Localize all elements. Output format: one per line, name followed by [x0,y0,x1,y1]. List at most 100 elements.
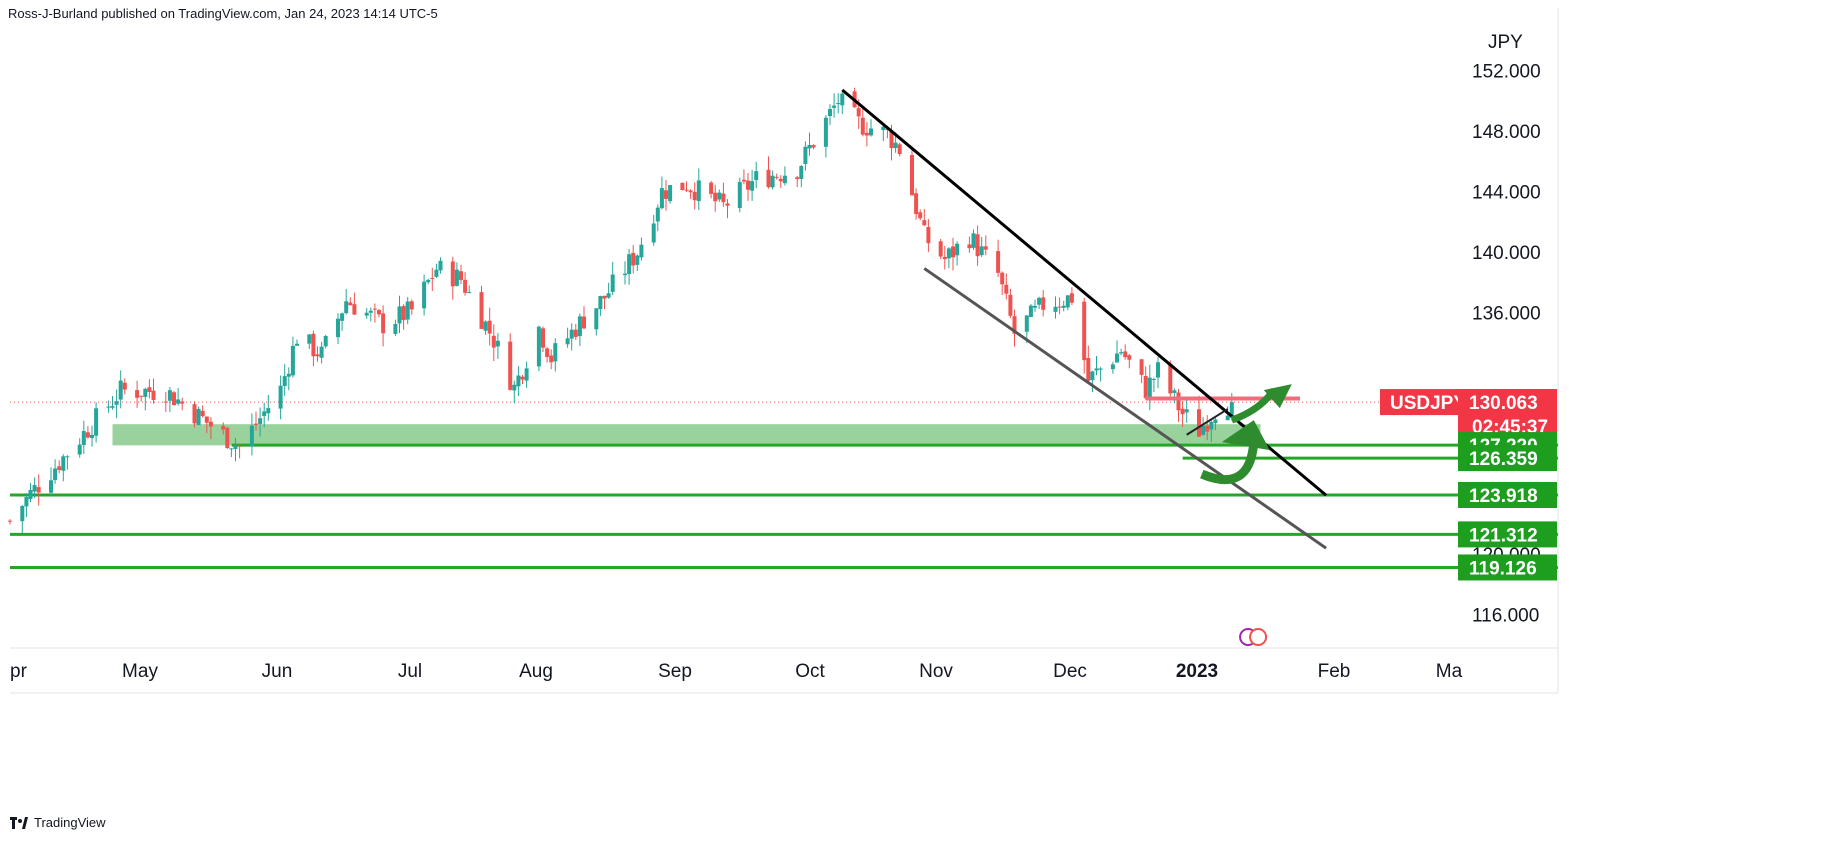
candle [942,246,947,270]
candle-body [549,355,554,363]
candle-body [1168,363,1173,394]
candle [1213,417,1218,431]
candle [832,93,837,118]
candle-body [799,165,804,179]
candle [450,256,455,300]
candle [1176,388,1181,422]
candle-body [782,175,787,184]
candle [914,188,919,220]
candle [979,236,984,257]
candle [426,278,431,285]
candle-body [979,246,984,256]
candle [81,420,86,454]
candle [512,380,517,404]
candle [85,426,90,439]
candle [750,170,755,201]
candle-body [881,126,886,131]
candle [799,164,804,188]
candle-body [32,485,37,492]
candle-body [176,399,181,404]
candle-body [114,401,119,405]
candle [955,241,960,266]
candle-body [491,335,496,348]
candle [28,483,33,503]
candle-body [860,117,865,135]
candle-body [627,254,632,275]
candle-body [651,223,656,243]
price-badges-layer: USDJPY130.06302:45:37127.220126.359123.9… [1380,389,1557,581]
candle [135,380,140,408]
candle-body [910,155,914,196]
candle [545,347,550,363]
candle-body [774,176,779,178]
candle [975,225,980,266]
candle [782,166,787,186]
candle [1139,358,1144,384]
candle [983,235,988,256]
candle-body [893,142,898,149]
candle [397,295,402,334]
candle-body [483,321,488,331]
candle-body [409,301,414,310]
y-tick-label: 144.000 [1472,182,1541,203]
candle [192,401,197,428]
candle [1061,300,1066,312]
candle-body [520,376,525,380]
candle-body [1151,379,1156,381]
candle-body [340,313,345,321]
candle-body [1037,297,1042,305]
candle-body [450,261,455,287]
candle [823,115,828,158]
candle-body [856,108,861,117]
candle [602,295,607,310]
candle-body [524,368,529,381]
y-tick-label: 136.000 [1472,303,1541,324]
candle [352,292,357,315]
candle [377,308,381,318]
candle-body [1057,306,1062,308]
candle-body [49,480,53,493]
candle-body [983,246,988,250]
candle-body [803,146,808,164]
candle [516,366,521,396]
candle-body [623,273,627,276]
candle-body [495,340,500,347]
candle-body [401,306,406,321]
candle-body [352,304,357,315]
candle-body [344,301,349,314]
candle-body [1156,362,1160,378]
tradingview-footer[interactable]: TradingView [10,815,106,830]
candle [524,361,529,388]
candle [151,378,156,404]
support-zone-layer [112,424,1261,446]
candle [951,237,955,271]
candle-body [869,128,873,136]
candle-body [167,390,172,401]
candle [696,168,701,211]
candle-body [938,241,943,257]
candle-body [454,269,459,286]
candle [717,189,722,202]
candle [114,389,119,419]
candle-body [975,234,980,257]
candle-body [151,390,156,400]
candle [520,375,525,384]
candle-body [434,269,439,277]
candle-body [512,384,517,391]
candle-body [1041,297,1046,310]
candle-body [377,310,381,315]
x-tick-label: Dec [1053,661,1087,682]
candle-body [1110,364,1115,370]
candle-body [1197,409,1201,437]
candle [741,169,746,185]
last-price-badge [1458,389,1557,440]
candle [1147,364,1152,411]
candle-body [1147,377,1152,399]
candle-body [393,323,398,334]
candle-body [319,346,324,358]
candle-body [684,189,689,191]
candle [459,264,463,285]
candle [897,142,902,157]
candle-body [467,292,472,294]
symbol-label: USDJPY [1390,393,1466,414]
